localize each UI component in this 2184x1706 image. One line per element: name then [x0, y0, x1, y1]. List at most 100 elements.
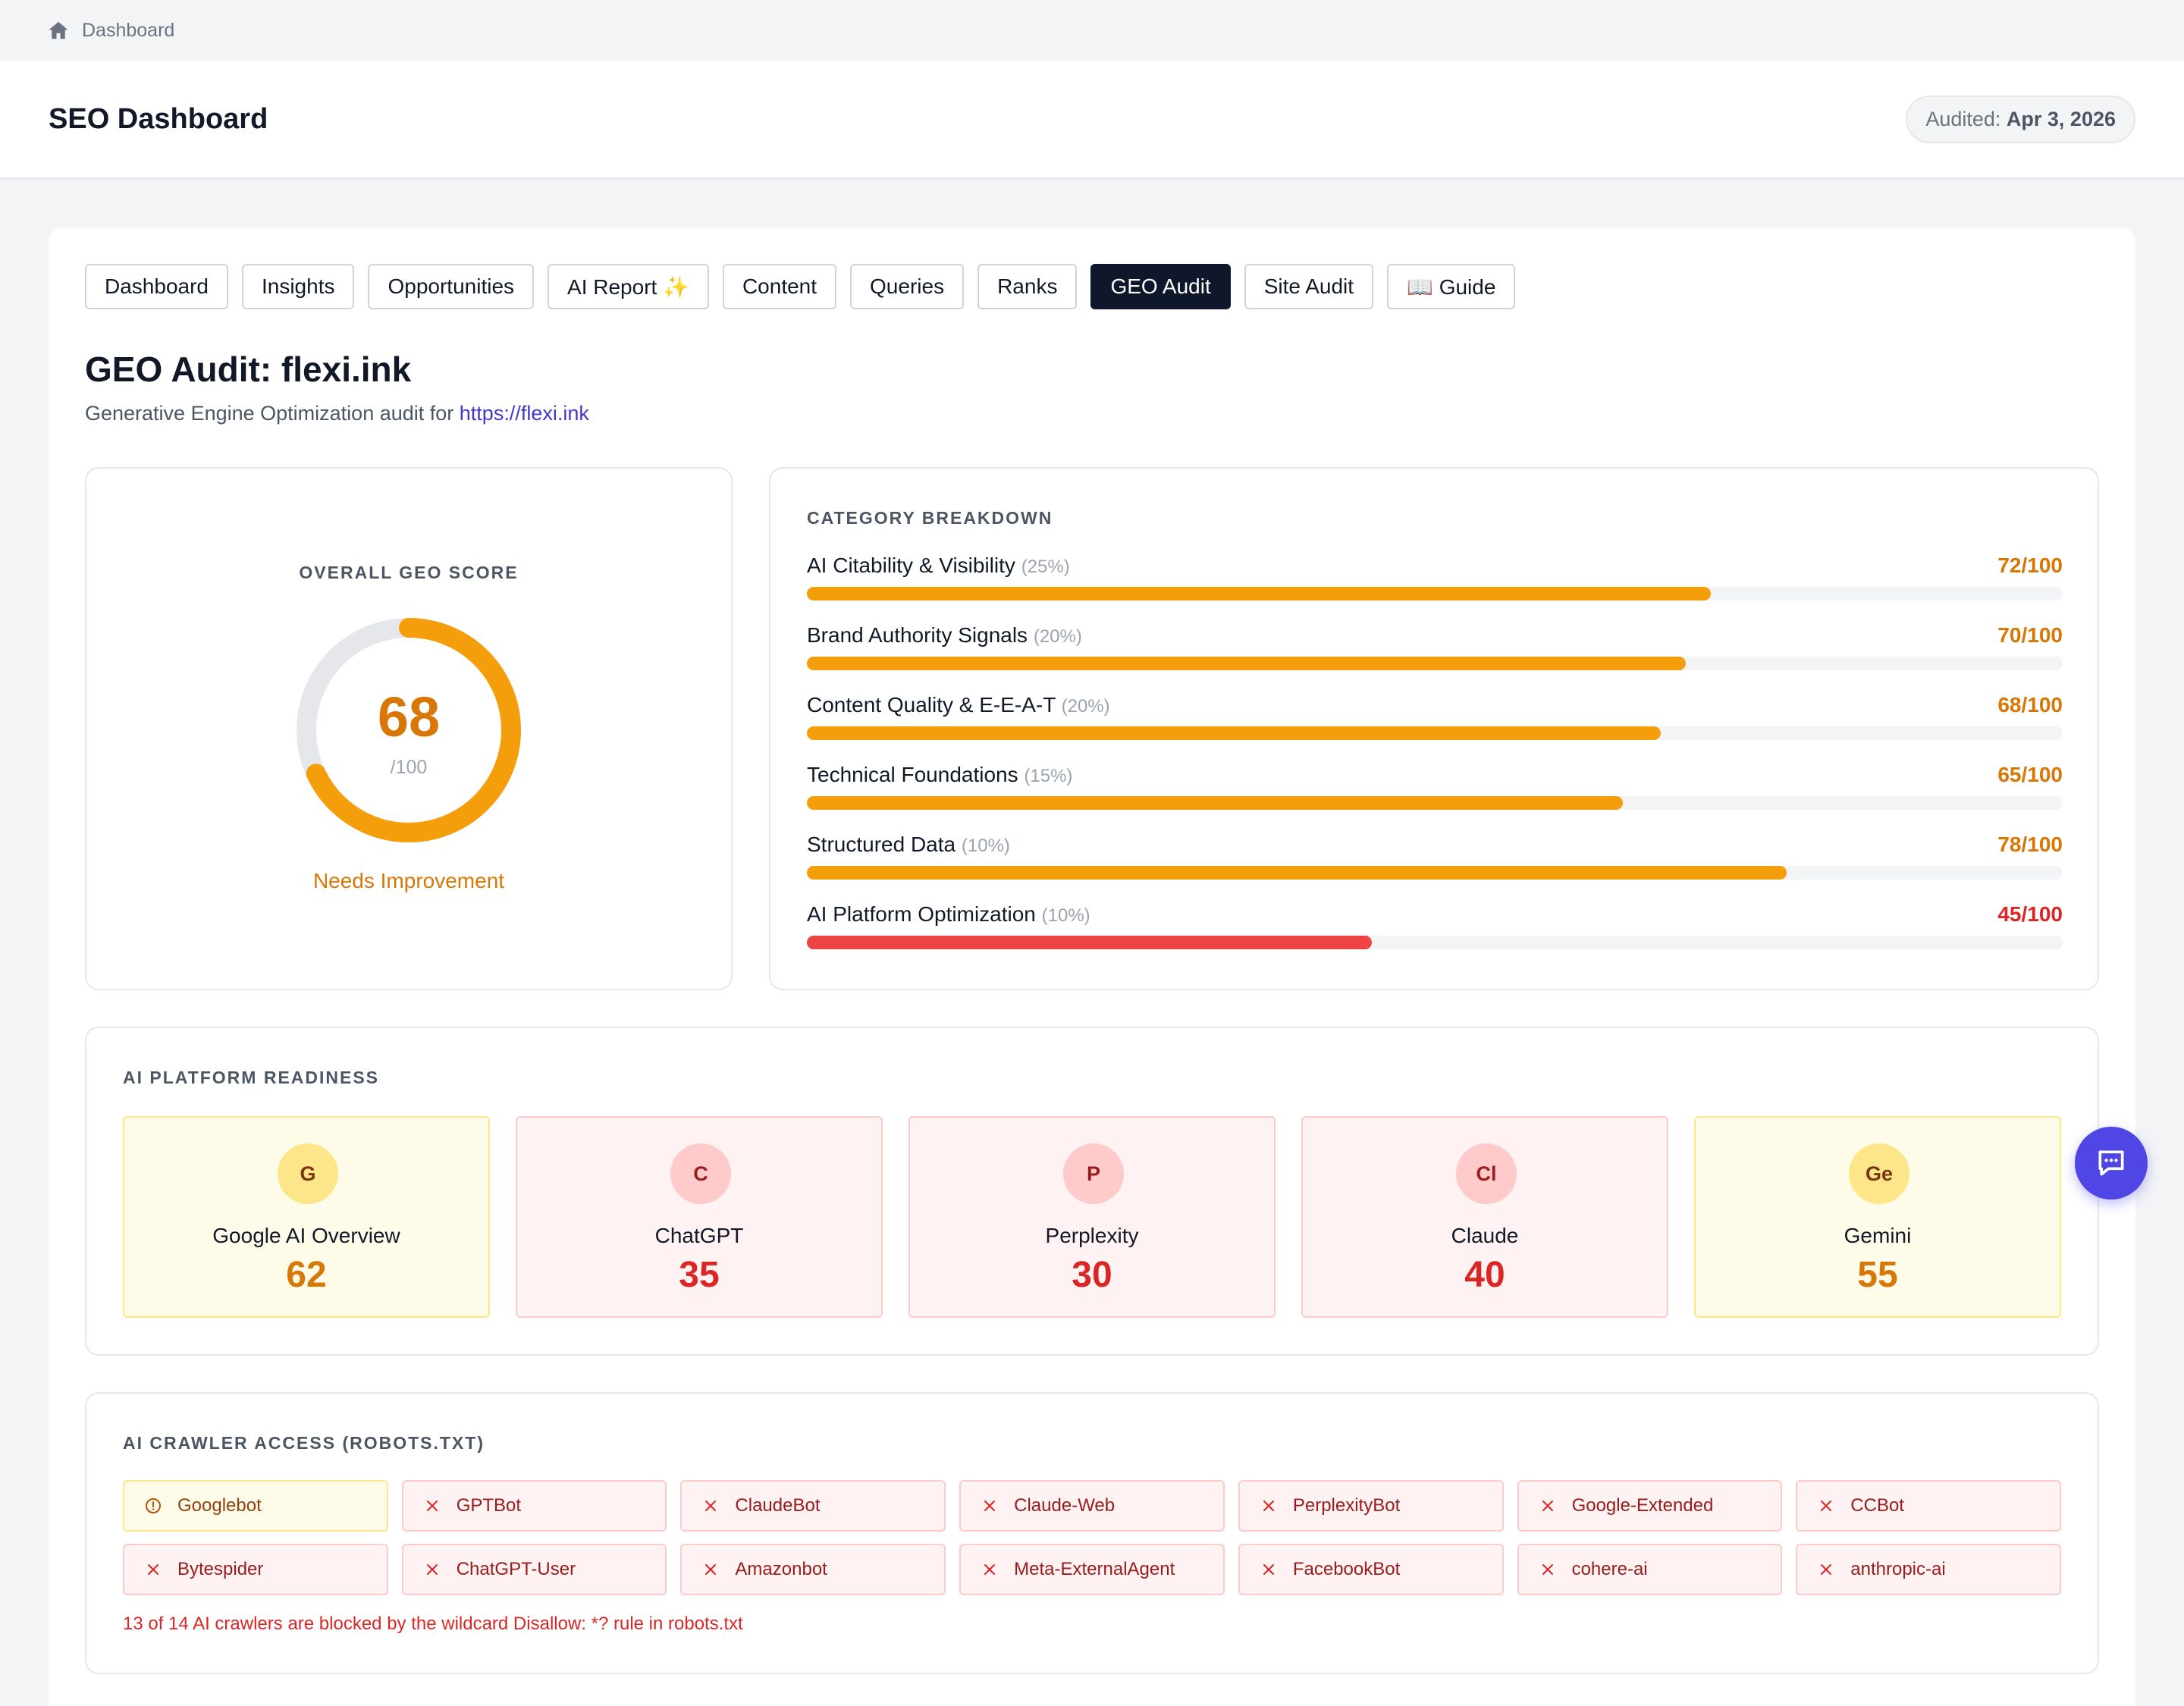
overall-score-label: OVERALL GEO SCORE: [299, 563, 519, 582]
site-link[interactable]: https://flexi.ink: [459, 402, 589, 425]
category-name: Technical Foundations (15%): [807, 763, 1073, 786]
chat-button[interactable]: [2075, 1127, 2148, 1200]
category-bar-fill: [807, 587, 1712, 601]
warning-circle-icon: [146, 1498, 161, 1513]
tab-dashboard[interactable]: Dashboard: [85, 264, 228, 309]
category-weight: (20%): [1061, 696, 1110, 717]
category-row: AI Platform Optimization (10%) 45/100: [807, 902, 2063, 963]
app-title: SEO Dashboard: [49, 102, 268, 135]
crawler-access-card: AI CRAWLER ACCESS (ROBOTS.TXT) Googlebot…: [85, 1392, 2099, 1674]
category-bar-fill: [807, 726, 1662, 740]
breadcrumb: Dashboard: [0, 0, 2184, 61]
page-header: SEO Dashboard Audited: Apr 3, 2026: [0, 61, 2184, 179]
category-bar-fill: [807, 657, 1687, 670]
platform-name: Claude: [1451, 1224, 1519, 1247]
crawler-access-label: AI CRAWLER ACCESS (ROBOTS.TXT): [123, 1433, 485, 1453]
crawler-chip-perplexitybot: PerplexityBot: [1238, 1480, 1504, 1532]
platform-badge: C: [670, 1143, 731, 1204]
platform-name: Perplexity: [1045, 1224, 1139, 1247]
crawler-chip-chatgpt-user: ChatGPT-User: [401, 1544, 667, 1595]
close-icon: [426, 1501, 438, 1511]
close-icon: [148, 1564, 158, 1575]
platform-score: 40: [1464, 1255, 1505, 1295]
platform-score: 55: [1857, 1255, 1898, 1295]
score-value: 68: [377, 685, 441, 748]
category-bar-track: [807, 936, 2063, 949]
tab-guide[interactable]: 📖 Guide: [1387, 264, 1516, 309]
category-row: Content Quality & E-E-A-T (20%) 68/100: [807, 693, 2063, 754]
subtitle-text: Generative Engine Optimization audit for: [85, 402, 454, 425]
crawler-name: Googlebot: [177, 1495, 262, 1516]
category-score: 70/100: [1997, 623, 2063, 647]
crawler-name: Meta-ExternalAgent: [1014, 1559, 1175, 1579]
category-name: Structured Data (10%): [807, 833, 1010, 856]
category-name: AI Citability & Visibility (25%): [807, 554, 1070, 577]
crawler-chip-claude-web: Claude-Web: [959, 1480, 1225, 1532]
category-row: AI Citability & Visibility (25%) 72/100: [807, 554, 2063, 614]
tab-ranks[interactable]: Ranks: [977, 264, 1078, 309]
overall-score-card: OVERALL GEO SCORE 68 /100 Needs Improvem…: [85, 467, 733, 990]
tab-queries[interactable]: Queries: [850, 264, 965, 309]
platform-list: G Google AI Overview 62 C ChatGPT 35 P P…: [123, 1116, 2061, 1318]
category-score: 68/100: [1997, 693, 2063, 717]
category-bar-track: [807, 657, 2063, 670]
tab-insights[interactable]: Insights: [241, 264, 355, 309]
crawler-name: anthropic-ai: [1850, 1559, 1946, 1579]
platform-name: Google AI Overview: [212, 1224, 400, 1247]
tab-ai-report[interactable]: AI Report ✨: [548, 264, 709, 309]
category-name: AI Platform Optimization (10%): [807, 902, 1090, 926]
chat-icon: [2098, 1150, 2124, 1176]
crawler-grid: Googlebot GPTBot ClaudeBot Claude-Web Perple…: [123, 1480, 2061, 1595]
crawler-chip-google-extended: Google-Extended: [1517, 1480, 1783, 1532]
category-row: Structured Data (10%) 78/100: [807, 833, 2063, 893]
home-icon[interactable]: [47, 19, 70, 42]
crawler-chip-facebookbot: FacebookBot: [1238, 1544, 1504, 1595]
category-bar-track: [807, 726, 2063, 740]
category-weight: (15%): [1024, 766, 1073, 786]
crawler-chip-anthropic-ai: anthropic-ai: [1796, 1544, 2061, 1595]
tab-geo-audit[interactable]: GEO Audit: [1090, 264, 1231, 309]
close-icon: [1263, 1564, 1274, 1575]
category-name: Content Quality & E-E-A-T (20%): [807, 693, 1110, 717]
crawler-chip-meta-externalagent: Meta-ExternalAgent: [959, 1544, 1225, 1595]
tab-opportunities[interactable]: Opportunities: [368, 264, 535, 309]
close-icon: [705, 1564, 717, 1575]
score-status: Needs Improvement: [312, 869, 505, 892]
close-icon: [1263, 1501, 1274, 1511]
category-score: 78/100: [1997, 833, 2063, 856]
crawler-chip-gptbot: GPTBot: [401, 1480, 667, 1532]
audited-label: Audited:: [1925, 107, 2001, 130]
category-name: Brand Authority Signals (20%): [807, 623, 1082, 647]
platform-google-ai-overview: G Google AI Overview 62: [123, 1116, 490, 1318]
category-score: 45/100: [1997, 902, 2063, 926]
audited-date: Apr 3, 2026: [2006, 107, 2116, 130]
tab-bar: Dashboard Insights Opportunities AI Repo…: [85, 264, 1516, 309]
crawler-chip-claudebot: ClaudeBot: [680, 1480, 946, 1532]
close-icon: [705, 1501, 717, 1511]
category-breakdown-card: CATEGORY BREAKDOWN AI Citability & Visib…: [769, 467, 2099, 990]
category-weight: (20%): [1033, 626, 1082, 647]
tab-site-audit[interactable]: Site Audit: [1244, 264, 1374, 309]
category-bar-fill: [807, 866, 1787, 880]
crawler-name: Google-Extended: [1571, 1495, 1714, 1516]
category-bar-track: [807, 587, 2063, 601]
breadcrumb-dashboard[interactable]: Dashboard: [82, 19, 175, 41]
page-title: GEO Audit: flexi.ink: [85, 350, 412, 389]
close-icon: [426, 1564, 438, 1575]
platform-badge: Cl: [1456, 1143, 1517, 1204]
category-weight: (25%): [1021, 557, 1070, 577]
crawler-name: PerplexityBot: [1292, 1495, 1401, 1516]
category-weight: (10%): [961, 836, 1010, 856]
close-icon: [1821, 1501, 1832, 1511]
category-weight: (10%): [1041, 905, 1090, 926]
category-bar-track: [807, 866, 2063, 880]
close-icon: [1542, 1564, 1553, 1575]
crawler-chip-amazonbot: Amazonbot: [680, 1544, 946, 1595]
category-score: 72/100: [1997, 554, 2063, 577]
main-panel: Dashboard Insights Opportunities AI Repo…: [49, 227, 2135, 1706]
crawler-name: Amazonbot: [735, 1559, 827, 1579]
tab-content[interactable]: Content: [722, 264, 837, 309]
platform-name: Gemini: [1844, 1224, 1912, 1247]
platform-perplexity: P Perplexity 30: [908, 1116, 1276, 1318]
close-icon: [1821, 1564, 1832, 1575]
